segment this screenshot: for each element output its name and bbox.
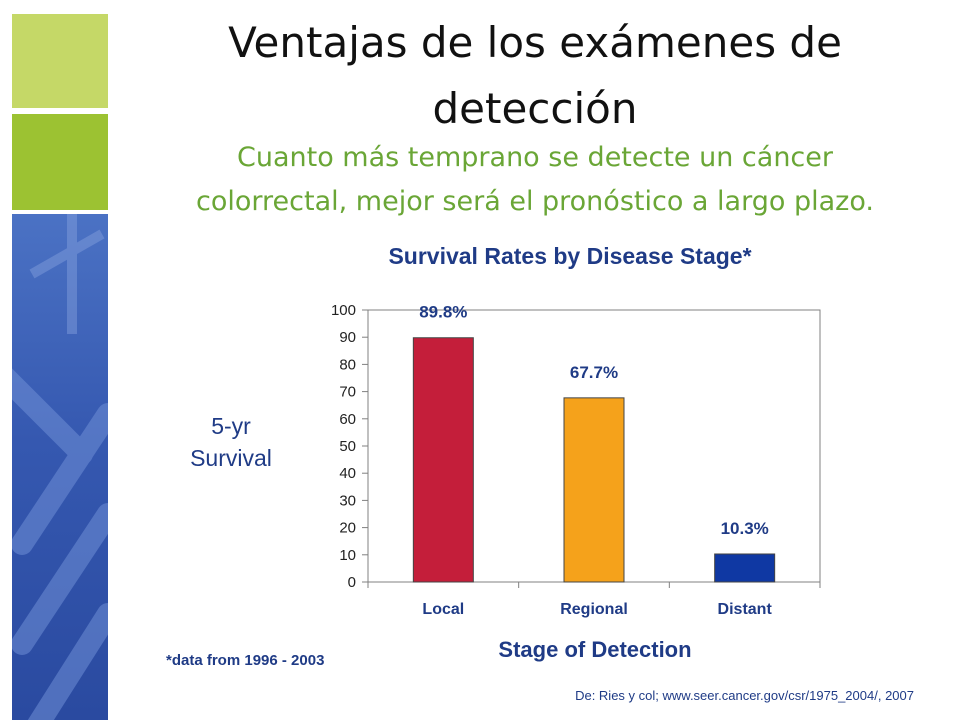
subtitle-line-1: Cuanto más temprano se detecte un cáncer (236, 142, 833, 173)
y-tick-label: 30 (339, 492, 356, 509)
bar-distant (714, 553, 776, 583)
y-tick-label: 60 (339, 411, 356, 428)
data-label: 67.7% (570, 363, 618, 382)
decorative-sidebar (0, 0, 110, 720)
title-line-2: detección (432, 84, 638, 133)
light-green-square (12, 14, 108, 108)
y-tick-label: 0 (348, 574, 356, 591)
x-axis-label: Stage of Detection (498, 637, 692, 662)
y-axis-label: 5-yr Survival (168, 410, 294, 474)
x-tick-label: Local (422, 601, 464, 618)
data-label: 89.8% (419, 303, 467, 322)
bar-local (412, 337, 474, 583)
blue-pattern-panel (12, 214, 108, 720)
x-tick-label: Regional (560, 601, 628, 618)
y-tick-label: 80 (339, 356, 356, 373)
source-citation: De: Ries y col; www.seer.cancer.gov/csr/… (575, 688, 914, 703)
bar-regional (563, 397, 625, 583)
y-tick-label: 70 (339, 384, 356, 401)
y-tick-label: 20 (339, 520, 356, 537)
slide-title: Ventajas de los exámenes de detección (120, 10, 950, 142)
y-tick-label: 10 (339, 547, 356, 564)
chart-title: Survival Rates by Disease Stage* (388, 243, 752, 269)
y-tick-label: 40 (339, 465, 356, 482)
y-axis-label-line-1: 5-yr (211, 413, 251, 439)
y-tick-label: 100 (331, 302, 356, 319)
slide-subtitle: Cuanto más temprano se detecte un cáncer… (120, 136, 950, 224)
green-square (12, 114, 108, 210)
y-axis-label-line-2: Survival (190, 445, 272, 471)
data-label: 10.3% (721, 519, 769, 538)
y-tick-label: 90 (339, 329, 356, 346)
x-tick-label: Distant (718, 601, 773, 618)
data-footnote: *data from 1996 - 2003 (166, 652, 325, 669)
title-line-1: Ventajas de los exámenes de (228, 18, 842, 67)
y-tick-label: 50 (339, 438, 356, 455)
subtitle-line-2: colorrectal, mejor será el pronóstico a … (196, 186, 874, 217)
